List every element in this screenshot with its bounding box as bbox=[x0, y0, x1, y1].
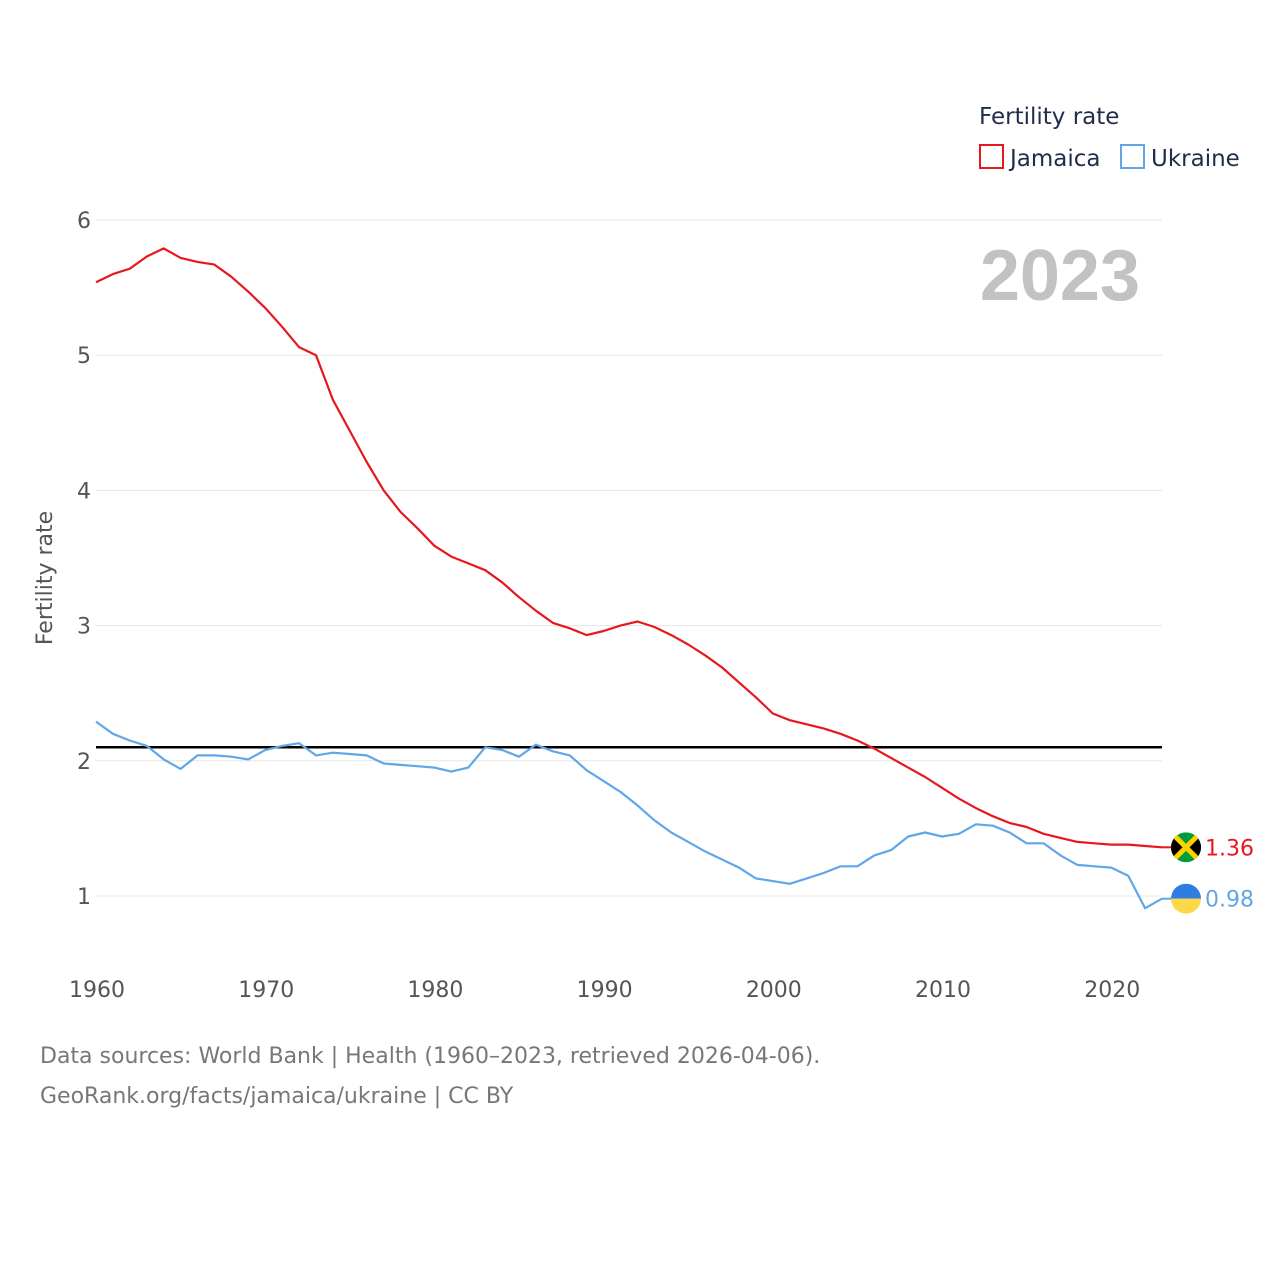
x-tick-labels: 1960 1970 1980 1990 2000 2010 2020 bbox=[69, 978, 1140, 1003]
x-tick-1990: 1990 bbox=[577, 978, 633, 1003]
x-tick-2000: 2000 bbox=[746, 978, 802, 1003]
x-tick-1960: 1960 bbox=[69, 978, 125, 1003]
end-markers: 1.36 0.98 bbox=[1162, 832, 1254, 914]
legend-label-ukraine[interactable]: Ukraine bbox=[1151, 146, 1240, 172]
x-tick-2020: 2020 bbox=[1084, 978, 1140, 1003]
legend-label-jamaica[interactable]: Jamaica bbox=[1008, 146, 1101, 172]
x-tick-1970: 1970 bbox=[238, 978, 294, 1003]
y-tick-labels: 1 2 3 4 5 6 bbox=[77, 209, 91, 910]
legend-title: Fertility rate bbox=[979, 104, 1119, 130]
y-tick-1: 1 bbox=[77, 885, 91, 910]
x-tick-1980: 1980 bbox=[407, 978, 463, 1003]
series-line-jamaica bbox=[95, 247, 1163, 849]
jamaica-flag-icon bbox=[1171, 832, 1201, 863]
end-value-jamaica: 1.36 bbox=[1205, 836, 1254, 861]
series-line-ukraine bbox=[95, 720, 1163, 910]
legend-swatch-ukraine[interactable] bbox=[1120, 144, 1145, 169]
y-axis-label: Fertility rate bbox=[33, 511, 58, 645]
highlight-year: 2023 bbox=[980, 236, 1140, 316]
footer-sources: Data sources: World Bank | Health (1960–… bbox=[40, 1044, 821, 1069]
y-tick-5: 5 bbox=[77, 344, 91, 369]
y-tick-3: 3 bbox=[77, 615, 91, 640]
fertility-chart: 1 2 3 4 5 6 1960 1970 1980 1990 2000 2010 2020 Fert… bbox=[33, 104, 1254, 1003]
y-tick-4: 4 bbox=[77, 479, 91, 504]
series-lines bbox=[95, 247, 1163, 910]
legend-swatch-jamaica[interactable] bbox=[979, 144, 1004, 169]
end-value-ukraine: 0.98 bbox=[1205, 888, 1254, 913]
x-tick-2010: 2010 bbox=[915, 978, 971, 1003]
legend: Fertility rate Jamaica Ukraine bbox=[979, 104, 1240, 172]
y-tick-2: 2 bbox=[77, 750, 91, 775]
footer-credit[interactable]: GeoRank.org/facts/jamaica/ukraine | CC B… bbox=[40, 1084, 514, 1109]
ukraine-flag-icon bbox=[1171, 883, 1201, 914]
y-tick-6: 6 bbox=[77, 209, 91, 234]
gridlines bbox=[96, 219, 1162, 897]
